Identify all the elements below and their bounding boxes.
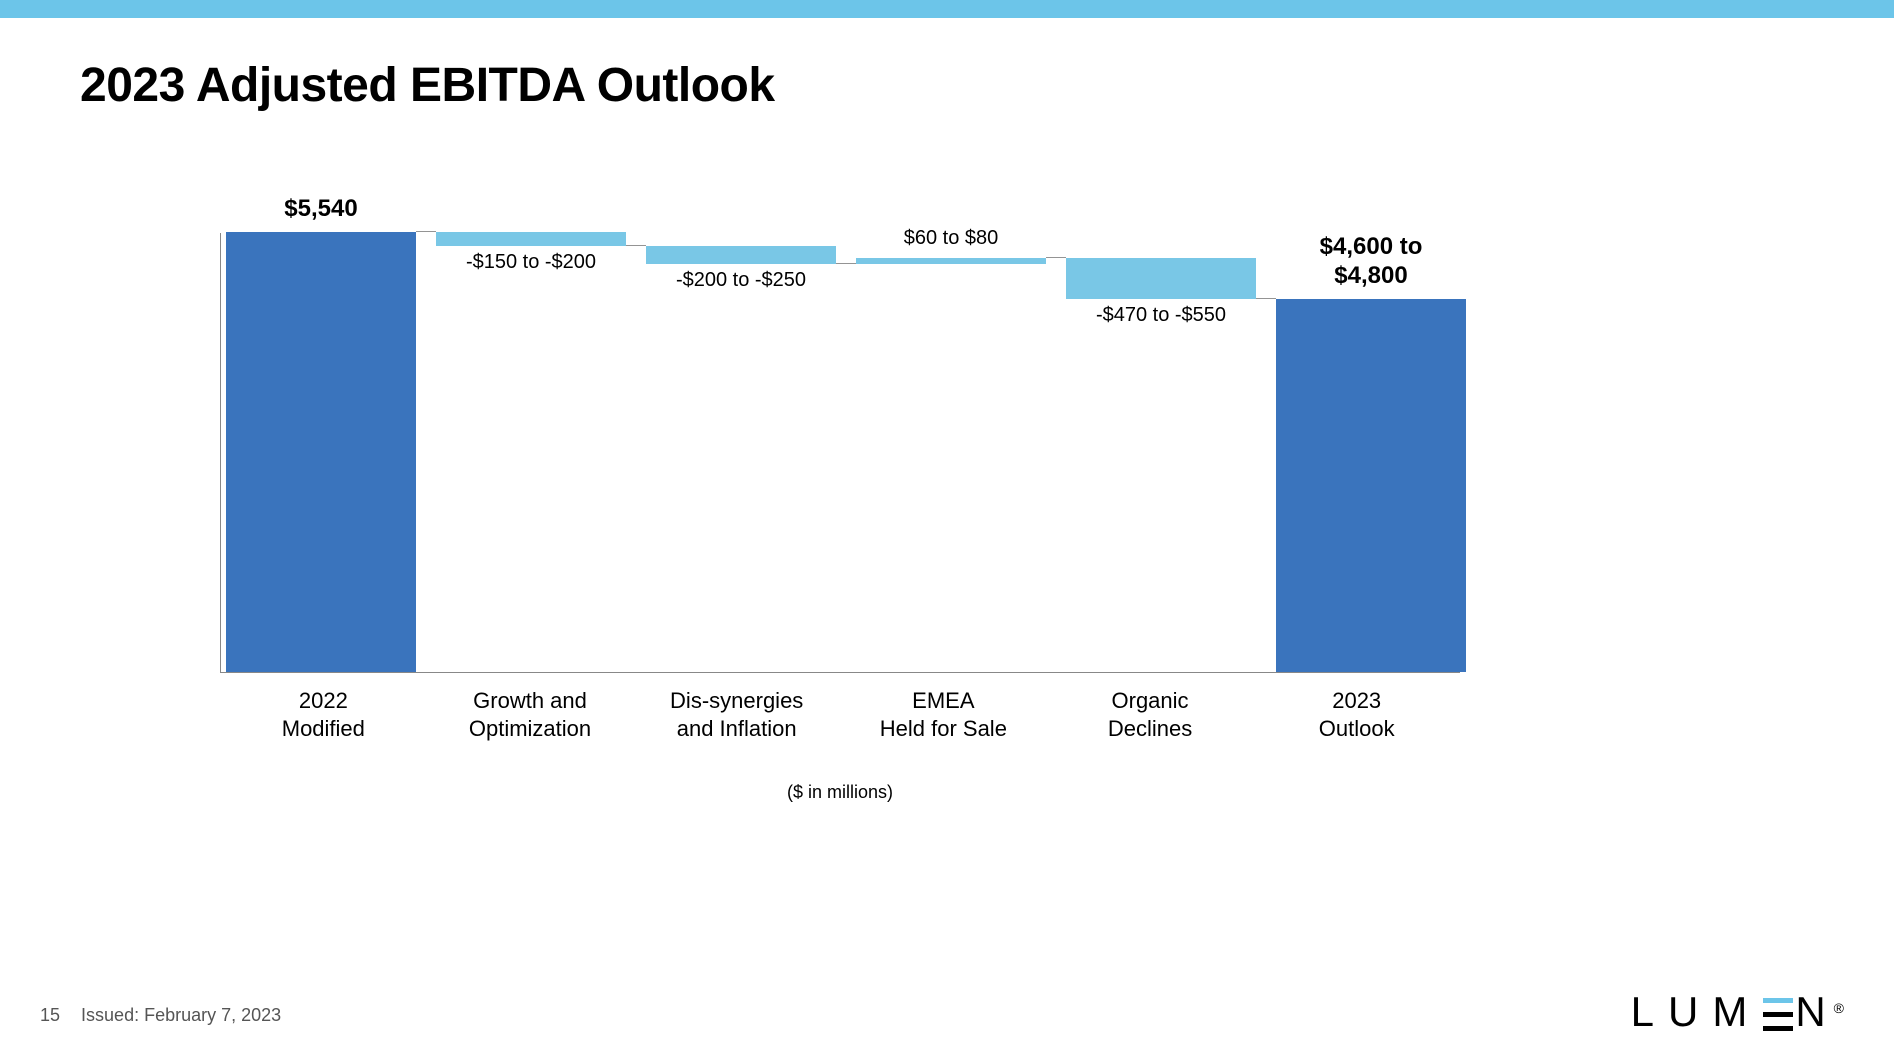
top-accent-stripe xyxy=(0,0,1894,18)
category-label: 2023Outlook xyxy=(1253,687,1460,742)
logo-registered-mark: ® xyxy=(1834,1000,1844,1016)
bar-delta-label: -$150 to -$200 xyxy=(466,251,596,274)
category-label: Growth andOptimization xyxy=(427,687,634,742)
slide-body: 2023 Adjusted EBITDA Outlook $5,540 -$150… xyxy=(0,18,1894,1056)
connector-line xyxy=(626,245,646,246)
delta-bar xyxy=(1066,258,1256,299)
page-number: 15 xyxy=(40,1005,60,1025)
connector-line xyxy=(836,263,856,264)
category-label: EMEAHeld for Sale xyxy=(840,687,1047,742)
category-label: OrganicDeclines xyxy=(1047,687,1254,742)
delta-bar xyxy=(436,232,626,246)
issued-date: Issued: February 7, 2023 xyxy=(81,1005,281,1025)
connector-line xyxy=(1046,257,1066,258)
waterfall-chart: $5,540-$150 to -$200-$200 to -$250$60 to… xyxy=(220,233,1460,803)
lumen-logo: LUM N ® xyxy=(1631,988,1844,1036)
slide-title: 2023 Adjusted EBITDA Outlook xyxy=(80,58,1814,113)
connector-line xyxy=(1256,298,1276,299)
logo-text-before: LUM xyxy=(1631,988,1762,1036)
endpoint-bar xyxy=(226,232,416,672)
bar-value-label: $60 to $80 xyxy=(904,226,999,250)
category-labels-row: 2022ModifiedGrowth andOptimizationDis-sy… xyxy=(220,687,1460,742)
chart-plot-area: $5,540-$150 to -$200-$200 to -$250$60 to… xyxy=(220,233,1460,673)
delta-bar xyxy=(856,258,1046,264)
category-label: Dis-synergiesand Inflation xyxy=(633,687,840,742)
bar-value-label: $5,540 xyxy=(284,195,357,224)
connector-line xyxy=(416,231,436,232)
slide-footer: 15 Issued: February 7, 2023 xyxy=(40,1005,281,1026)
bar-delta-label: -$200 to -$250 xyxy=(676,269,806,292)
bar-delta-label: -$470 to -$550 xyxy=(1096,304,1226,327)
bar-value-label: $4,600 to$4,800 xyxy=(1320,233,1423,291)
logo-e-glyph xyxy=(1763,998,1793,1032)
endpoint-bar xyxy=(1276,299,1466,672)
axis-unit-note: ($ in millions) xyxy=(220,782,1460,803)
delta-bar xyxy=(646,246,836,264)
category-label: 2022Modified xyxy=(220,687,427,742)
